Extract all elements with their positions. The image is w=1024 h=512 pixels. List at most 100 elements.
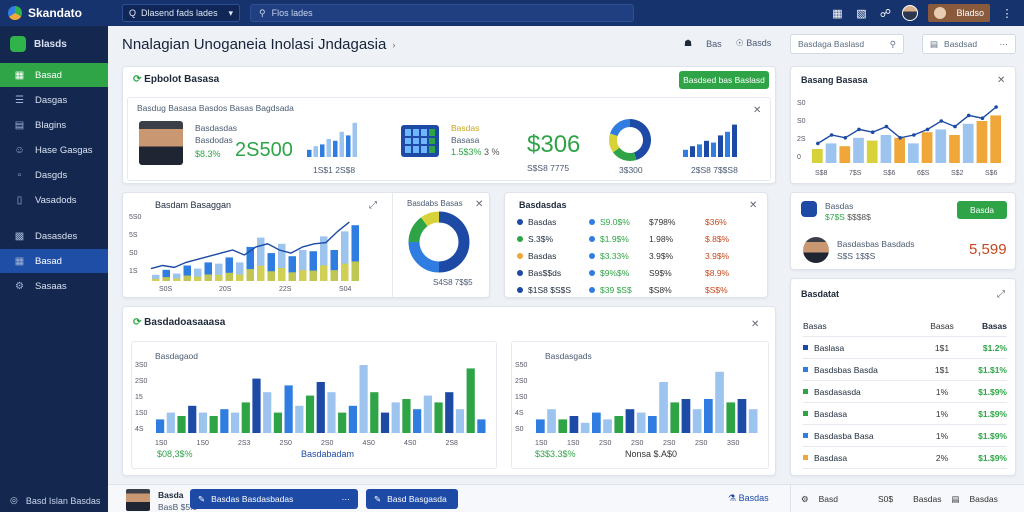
settings-icon[interactable]: ⚙ — [801, 493, 809, 504]
bottom-r4: Basdas — [969, 494, 998, 504]
header-action-1[interactable]: Bas — [706, 38, 722, 49]
sidebar-item-basad[interactable]: ▦ Basad — [0, 63, 108, 87]
legend-cell-text: S.3$% — [528, 233, 554, 244]
refresh-icon: ⟳ — [133, 317, 142, 328]
sidebar-item-label: Dasgas — [35, 94, 68, 106]
sidebar-header[interactable]: Blasds — [0, 26, 108, 62]
close-icon[interactable]: ✕ — [751, 319, 760, 330]
x-tick-label: S$6 — [985, 170, 998, 177]
help-icon: ◎ — [10, 495, 18, 505]
chart-point — [898, 136, 902, 140]
chart-bar — [220, 409, 229, 433]
chart-bar — [908, 143, 919, 163]
chart-bar — [692, 409, 702, 433]
topbar-actions: ▦ ▧ ☍ Bladso ⋮ — [830, 0, 1024, 26]
folder-icon: ▯ — [16, 194, 23, 206]
avatar[interactable] — [126, 489, 150, 511]
y-tick-label: S0 — [129, 250, 138, 257]
document-icon: ▫ — [17, 169, 22, 181]
page-title: Nnalagian Unoganeia Inolasi Jndagasia › — [122, 36, 395, 53]
donut-card-caption: S4S8 7$$5 — [433, 278, 473, 287]
header-dropdown[interactable]: ▤ Basdsad ⋯ — [922, 34, 1016, 54]
sidebar-item-dasasdes[interactable]: ▩ Dasasdes — [0, 224, 108, 248]
square-bullet-icon — [803, 433, 808, 438]
bottom-secondary-button[interactable]: ✎ Basd Basgasda — [366, 489, 458, 509]
chart-bar — [648, 416, 657, 433]
list-item[interactable]: Baslasa 1$1 $1.2% — [803, 337, 1007, 359]
donut-segment — [421, 211, 440, 227]
legend-cell-text: $9%$% — [600, 267, 630, 278]
expand-icon[interactable]: ⤢ — [369, 200, 377, 211]
chart-bar — [866, 140, 878, 163]
list-item-label: Basdsbas Basda — [814, 364, 878, 375]
close-icon[interactable]: ✕ — [475, 199, 484, 210]
chart-bar — [748, 409, 758, 433]
mini-bar — [683, 149, 688, 157]
status-pct: $7$S $$$8$ — [825, 212, 871, 222]
avatar[interactable] — [902, 5, 919, 21]
chart-bar — [726, 402, 736, 433]
home-icon[interactable]: ☗ — [684, 38, 693, 48]
user-menu[interactable]: Bladso — [928, 4, 990, 22]
right-list-header: Basas Basas Basas — [803, 315, 1007, 337]
x-tick-label: S0S — [159, 286, 173, 293]
legend-dot-icon — [517, 269, 523, 276]
app-logo[interactable]: Skandato — [0, 6, 108, 20]
sidebar-item-label: Blagins — [35, 119, 67, 131]
bottom-edit-button[interactable]: ✎ Basdas Basdasbadas ⋯ — [190, 489, 358, 509]
chart-bar-stack — [330, 270, 338, 281]
more-icon[interactable]: ⋮ — [1001, 7, 1013, 20]
expand-icon[interactable]: ⤢ — [997, 289, 1005, 300]
legend-dot-icon — [517, 286, 523, 293]
sidebar-item-blagins[interactable]: ▤ Blagins — [0, 113, 108, 137]
global-search-input[interactable]: ⚲ Flos lades — [250, 4, 634, 22]
y-tick-label: 4S — [135, 426, 144, 433]
close-icon[interactable]: ✕ — [997, 75, 1006, 86]
sidebar-footer[interactable]: ◎ Basd Islan Basdas — [0, 495, 108, 506]
share-icon[interactable]: ☍ — [879, 7, 892, 20]
donut-segment — [629, 119, 651, 160]
combo-chart-card: Basdam Basaggan ⤢ 5S0 5S S0 1S S0S 20S 22S S04 — [122, 192, 490, 298]
close-icon[interactable]: ✕ — [753, 105, 762, 116]
list-item[interactable]: Basdasasda 1% $1.$9% — [803, 381, 1007, 403]
chart-bar — [423, 395, 432, 433]
legend-cell-text: $3.33% — [600, 250, 629, 261]
sidebar-item-vasadods[interactable]: ▯ Vasadods — [0, 188, 108, 212]
y-tick-label: 15 — [135, 394, 143, 401]
sidebar-item-sasaas[interactable]: ⚙ Sasaas — [0, 274, 108, 298]
big-caption: S$S8 7775 — [527, 163, 570, 173]
chart-bar-stack — [341, 263, 349, 281]
legend-cell: $9%$% — [589, 268, 649, 278]
chart-point — [939, 119, 944, 123]
list-item[interactable]: Basdasba Basa 1% $1.$9% — [803, 425, 1007, 447]
header-action-2[interactable]: ☉ Basds — [736, 38, 772, 49]
list-item[interactable]: Basdasa 2% $1.$9% — [803, 447, 1007, 469]
chart-bar-stack — [309, 270, 317, 281]
sidebar-item-hase-gasgas[interactable]: ☺ Hase Gasgas — [0, 138, 108, 162]
status-action-button[interactable]: Basda — [957, 201, 1007, 219]
chart-bar — [166, 412, 175, 433]
workspace-select[interactable]: Q Dlasend fads lades ▾ — [122, 4, 240, 22]
legend-cell: $S8% — [649, 285, 705, 295]
list-item[interactable]: Basdasa 1% $1.$9% — [803, 403, 1007, 425]
sidebar-item-basad-table[interactable]: ▦ Basad — [0, 249, 108, 273]
chart-bar — [320, 236, 328, 281]
bookmark-icon[interactable]: ▦ — [832, 7, 843, 20]
sidebar-item-dasgas[interactable]: ☰ Dasgas — [0, 88, 108, 112]
sidebar-item-dasgds[interactable]: ▫ Dasgds — [0, 163, 108, 187]
notes-icon[interactable]: ▧ — [856, 7, 867, 20]
list-item[interactable]: Basdsbas Basda 1$1 $1.$1% — [803, 359, 1007, 381]
chart-bar — [370, 392, 379, 433]
overview-action-button[interactable]: Basdsed bas Baslasd — [679, 71, 769, 89]
bottom-link[interactable]: ⚗ Basdas — [728, 493, 769, 504]
calendar-icon[interactable]: ▤ — [951, 493, 960, 504]
header-search-input[interactable]: Basdaga Baslasd ⚲ — [790, 34, 904, 54]
chart-bar-stack — [267, 271, 275, 281]
list-item-label: Basdasasda — [814, 386, 861, 397]
chart-line — [817, 106, 997, 144]
x-tick-label: 2S0 — [599, 440, 612, 447]
close-icon[interactable]: ✕ — [749, 200, 758, 211]
legend-cell-text: $8.9% — [705, 267, 730, 278]
legend-cell-text: $1.9$% — [600, 233, 629, 244]
chart-bar — [880, 135, 892, 163]
